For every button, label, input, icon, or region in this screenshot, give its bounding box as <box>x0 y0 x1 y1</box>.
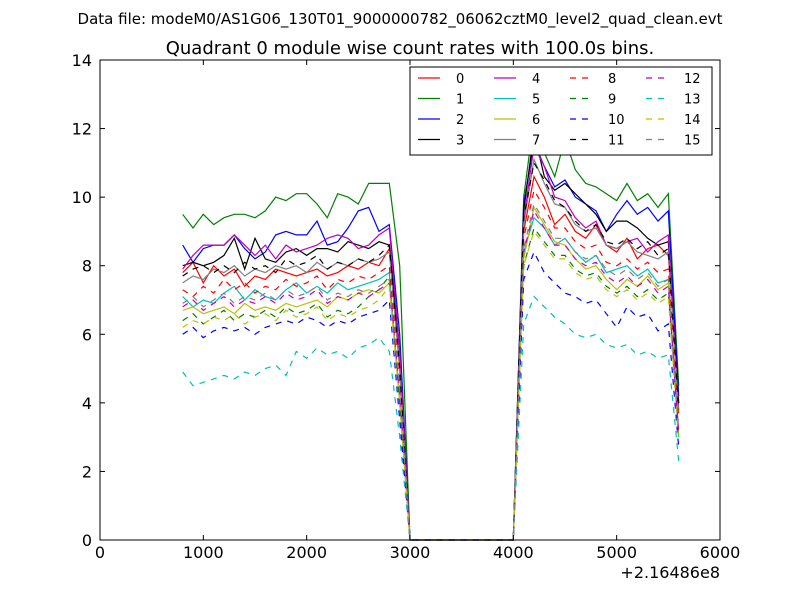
chart-title: Quadrant 0 module wise count rates with … <box>166 38 655 59</box>
legend-label-13: 13 <box>684 93 701 108</box>
x-tick-label: 4000 <box>493 543 534 562</box>
y-tick-label: 14 <box>72 51 92 70</box>
legend-label-1: 1 <box>456 93 464 108</box>
series-line-13 <box>182 295 680 541</box>
legend-label-2: 2 <box>456 113 464 128</box>
legend-label-15: 15 <box>684 134 701 149</box>
legend-label-3: 3 <box>456 134 464 149</box>
legend-label-0: 0 <box>456 72 464 87</box>
legend-label-14: 14 <box>684 113 701 128</box>
series-line-10 <box>182 250 680 541</box>
x-tick-label: 0 <box>95 543 105 562</box>
series-line-11 <box>182 161 680 541</box>
legend-box <box>409 66 713 156</box>
legend-label-8: 8 <box>608 72 616 87</box>
y-tick-label: 8 <box>82 257 92 276</box>
legend-label-12: 12 <box>684 72 701 87</box>
y-tick-label: 2 <box>82 462 92 481</box>
legend-label-9: 9 <box>608 93 616 108</box>
x-tick-label: 3000 <box>390 543 431 562</box>
legend-label-4: 4 <box>532 72 540 87</box>
series-line-15 <box>182 202 680 541</box>
x-tick-label: 1000 <box>183 543 224 562</box>
y-tick-label: 12 <box>72 120 92 139</box>
x-tick-label: 2000 <box>286 543 327 562</box>
x-tick-label: 6000 <box>700 543 741 562</box>
data-file-title: Data file: modeM0/AS1G06_130T01_90000007… <box>78 10 723 29</box>
y-tick-label: 6 <box>82 325 92 344</box>
y-tick-label: 4 <box>82 394 92 413</box>
series-line-8 <box>182 188 680 541</box>
legend-label-5: 5 <box>532 93 540 108</box>
legend-label-11: 11 <box>608 134 625 149</box>
legend-label-10: 10 <box>608 113 625 128</box>
y-tick-label: 10 <box>72 188 92 207</box>
x-tick-label: 5000 <box>596 543 637 562</box>
x-offset-label: +2.16486e8 <box>620 563 720 582</box>
legend-label-7: 7 <box>532 134 540 149</box>
legend-label-6: 6 <box>532 113 540 128</box>
y-tick-label: 0 <box>82 531 92 550</box>
